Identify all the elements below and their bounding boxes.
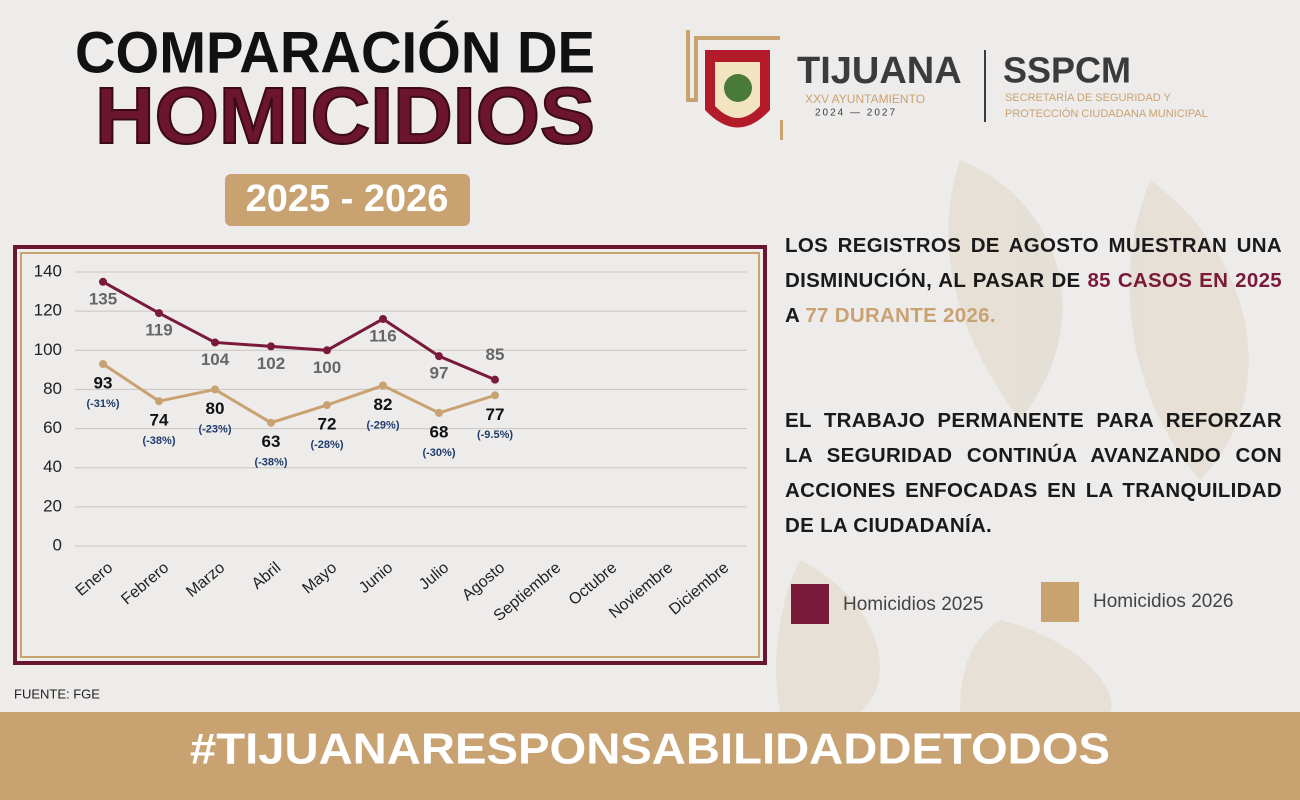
paragraph-2: EL TRABAJO PERMANENTE PARA REFORZAR LA S… (785, 409, 1282, 537)
change-label: (-28%) (310, 439, 343, 451)
point (491, 391, 499, 400)
hashtag: #TIJUANARESPONSABILIDADDETODOS (190, 725, 1110, 774)
logo-agency-line1: SECRETARÍA DE SEGURIDAD Y (1005, 91, 1172, 104)
point (323, 401, 331, 410)
change-label: (-31%) (86, 398, 119, 410)
data-label: 102 (257, 354, 285, 373)
data-label: 104 (201, 350, 230, 369)
point (99, 359, 107, 368)
logo-agency: SSPCM (1003, 50, 1131, 91)
series-line (102, 362, 496, 425)
point (211, 338, 219, 347)
paragraph-part: 85 CASOS EN 2025 (1087, 269, 1282, 292)
chart-frame (13, 245, 767, 665)
point (435, 408, 443, 417)
years-badge (225, 174, 470, 226)
change-label: (-38%) (142, 435, 175, 447)
change-label: (-23%) (198, 423, 231, 435)
point (379, 314, 387, 323)
point (155, 309, 163, 318)
y-tick-label: 40 (43, 457, 62, 476)
y-tick-label: 100 (34, 340, 62, 359)
y-tick-label: 0 (53, 535, 62, 554)
logo-city: TIJUANA (797, 50, 962, 92)
title-line2: HOMICIDIOS (95, 71, 595, 160)
point (267, 418, 275, 427)
data-label: 100 (313, 358, 341, 377)
point (435, 352, 443, 361)
point (323, 346, 331, 355)
series-line (102, 280, 496, 382)
data-label: 85 (486, 345, 505, 364)
logo-council: XXV AYUNTAMIENTO (805, 92, 925, 106)
point (211, 385, 219, 394)
footer-band (0, 712, 1300, 800)
data-label: 135 (89, 289, 117, 308)
point (379, 381, 387, 390)
point (267, 342, 275, 351)
logo (686, 30, 783, 140)
data-label: 63 (262, 432, 281, 451)
logo-agency-line2: PROTECCIÓN CIUDADANA MUNICIPAL (1005, 107, 1208, 120)
point (99, 277, 107, 286)
paragraph-part: A (785, 304, 806, 327)
data-label: 77 (486, 405, 505, 424)
data-label: 82 (374, 395, 393, 414)
data-label: 80 (206, 399, 225, 418)
title-line1: COMPARACIÓN DE (75, 20, 595, 85)
legend-swatch (791, 584, 829, 624)
y-tick-label: 120 (34, 301, 62, 320)
data-label: 72 (318, 415, 337, 434)
paragraph-part: 77 DURANTE 2026. (805, 304, 996, 327)
legend-label: Homicidios 2025 (843, 594, 983, 615)
years: 2025 - 2026 (246, 178, 449, 220)
y-tick-label: 20 (43, 496, 62, 515)
legend-label: Homicidios 2026 (1093, 591, 1233, 612)
change-label: (-29%) (366, 419, 399, 431)
change-label: (-30%) (422, 447, 455, 459)
point (491, 375, 499, 384)
paragraph-part: LOS REGISTROS DE AGOSTO MUESTRAN UNA DIS… (785, 234, 1282, 292)
y-tick-label: 80 (43, 379, 62, 398)
data-label: 93 (94, 373, 113, 392)
y-tick-label: 60 (43, 418, 62, 437)
legend-swatch (1041, 582, 1079, 622)
data-label: 116 (369, 326, 396, 345)
data-label: 68 (430, 422, 449, 441)
point (155, 397, 163, 406)
change-label: (-9.5%) (477, 429, 513, 441)
change-label: (-38%) (254, 457, 287, 469)
logo-term: 2024 — 2027 (815, 108, 897, 119)
paragraph-1: LOS REGISTROS DE AGOSTO MUESTRAN UNA DIS… (785, 228, 1282, 333)
data-label: 119 (145, 321, 172, 340)
source: FUENTE: FGE (14, 686, 100, 701)
data-label: 74 (150, 411, 169, 430)
y-tick-label: 140 (34, 261, 62, 280)
chart-frame-inner (20, 252, 760, 658)
data-label: 97 (430, 364, 449, 383)
